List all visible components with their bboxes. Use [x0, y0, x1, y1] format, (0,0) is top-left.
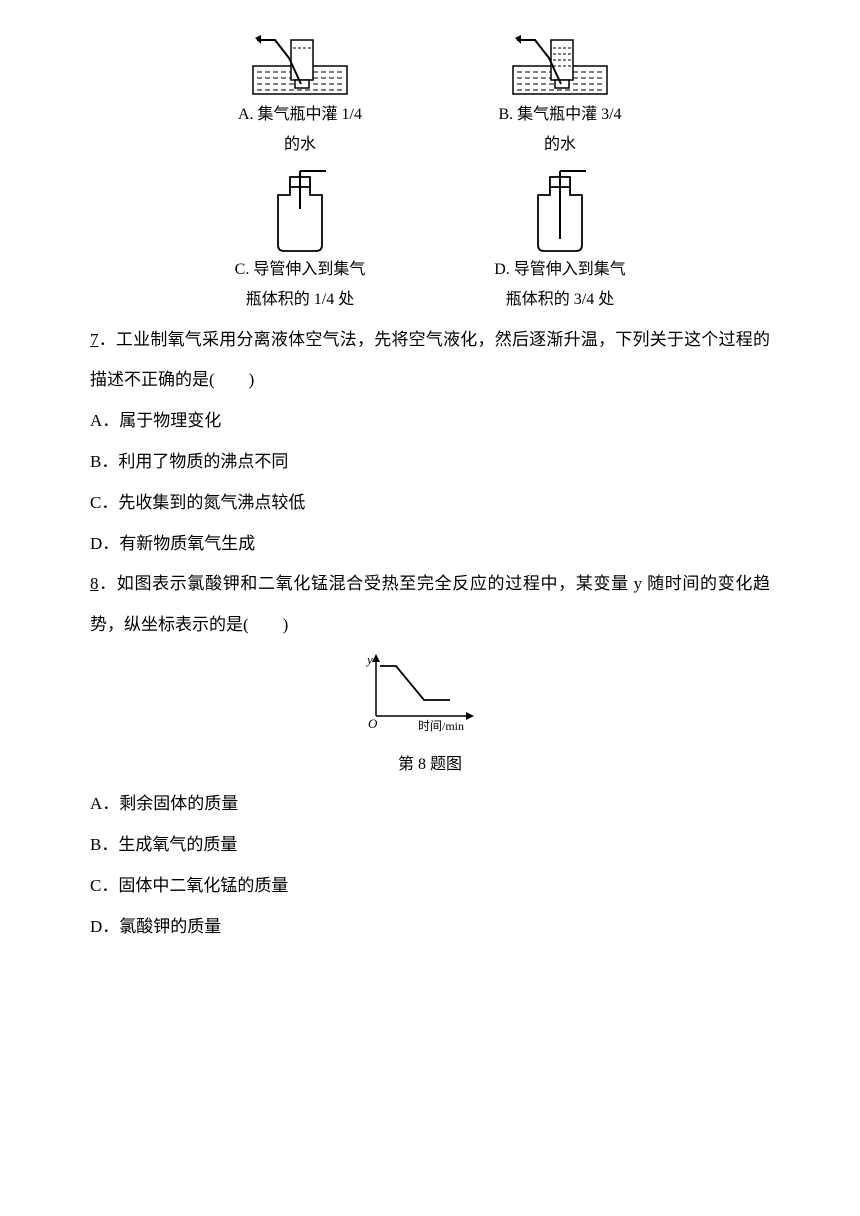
diagram-row-2: C. 导管伸入到集气 瓶体积的 1/4 处 D. 导管伸入到集气 瓶体积的 3/… [90, 165, 770, 316]
q8-option-a: A．剩余固体的质量 [90, 784, 770, 825]
diagram-caption-d-line1: D. 导管伸入到集气 [494, 255, 626, 285]
q7-option-c: C．先收集到的氮气沸点较低 [90, 483, 770, 524]
diagram-caption-c-line2: 瓶体积的 1/4 处 [246, 285, 354, 315]
diagram-cell-b: B. 集气瓶中灌 3/4 的水 [460, 30, 660, 161]
q7-text: ．工业制氧气采用分离液体空气法，先将空气液化，然后逐渐升温，下列关于这个过程的描… [90, 330, 770, 390]
svg-text:O: O [368, 716, 378, 731]
q7-option-a: A．属于物理变化 [90, 401, 770, 442]
x-axis-label: 时间/min [418, 719, 464, 733]
q8-graph-caption: 第 8 题图 [90, 746, 770, 784]
diagram-caption-a-line1: A. 集气瓶中灌 1/4 [238, 100, 362, 130]
q8-stem: 8．如图表示氯酸钾和二氧化锰混合受热至完全反应的过程中，某变量 y 随时间的变化… [90, 564, 770, 646]
q8-option-c: C．固体中二氧化锰的质量 [90, 866, 770, 907]
chart-line [380, 666, 450, 700]
diagram-row-1: A. 集气瓶中灌 1/4 的水 B. 集气瓶中灌 3/4 的水 [90, 30, 770, 161]
q7-number: 7 [90, 330, 99, 349]
diagram-cell-d: D. 导管伸入到集气 瓶体积的 3/4 处 [460, 165, 660, 316]
line-chart-icon: y O 时间/min [360, 654, 500, 744]
q7-stem: 7．工业制氧气采用分离液体空气法，先将空气液化，然后逐渐升温，下列关于这个过程的… [90, 320, 770, 402]
diagram-caption-d-line2: 瓶体积的 3/4 处 [506, 285, 614, 315]
gas-bottle-icon [260, 165, 340, 255]
option-diagram-grid: A. 集气瓶中灌 1/4 的水 B. 集气瓶中灌 3/4 的水 [90, 30, 770, 316]
q8-number: 8 [90, 574, 99, 593]
diagram-caption-b-line2: 的水 [544, 130, 576, 160]
q8-text: ．如图表示氯酸钾和二氧化锰混合受热至完全反应的过程中，某变量 y 随时间的变化趋… [90, 574, 770, 634]
y-axis-label: y [365, 654, 373, 667]
gas-bottle-icon [520, 165, 600, 255]
q7-option-b: B．利用了物质的沸点不同 [90, 442, 770, 483]
diagram-caption-b-line1: B. 集气瓶中灌 3/4 [498, 100, 621, 130]
q8-option-d: D．氯酸钾的质量 [90, 907, 770, 948]
diagram-caption-a-line2: 的水 [284, 130, 316, 160]
diagram-caption-c-line1: C. 导管伸入到集气 [235, 255, 366, 285]
diagram-cell-a: A. 集气瓶中灌 1/4 的水 [200, 30, 400, 161]
q8-option-b: B．生成氧气的质量 [90, 825, 770, 866]
q7-option-d: D．有新物质氧气生成 [90, 524, 770, 565]
q8-graph: y O 时间/min [90, 654, 770, 744]
flask-in-water-icon [245, 30, 355, 100]
flask-in-water-icon [505, 30, 615, 100]
diagram-cell-c: C. 导管伸入到集气 瓶体积的 1/4 处 [200, 165, 400, 316]
